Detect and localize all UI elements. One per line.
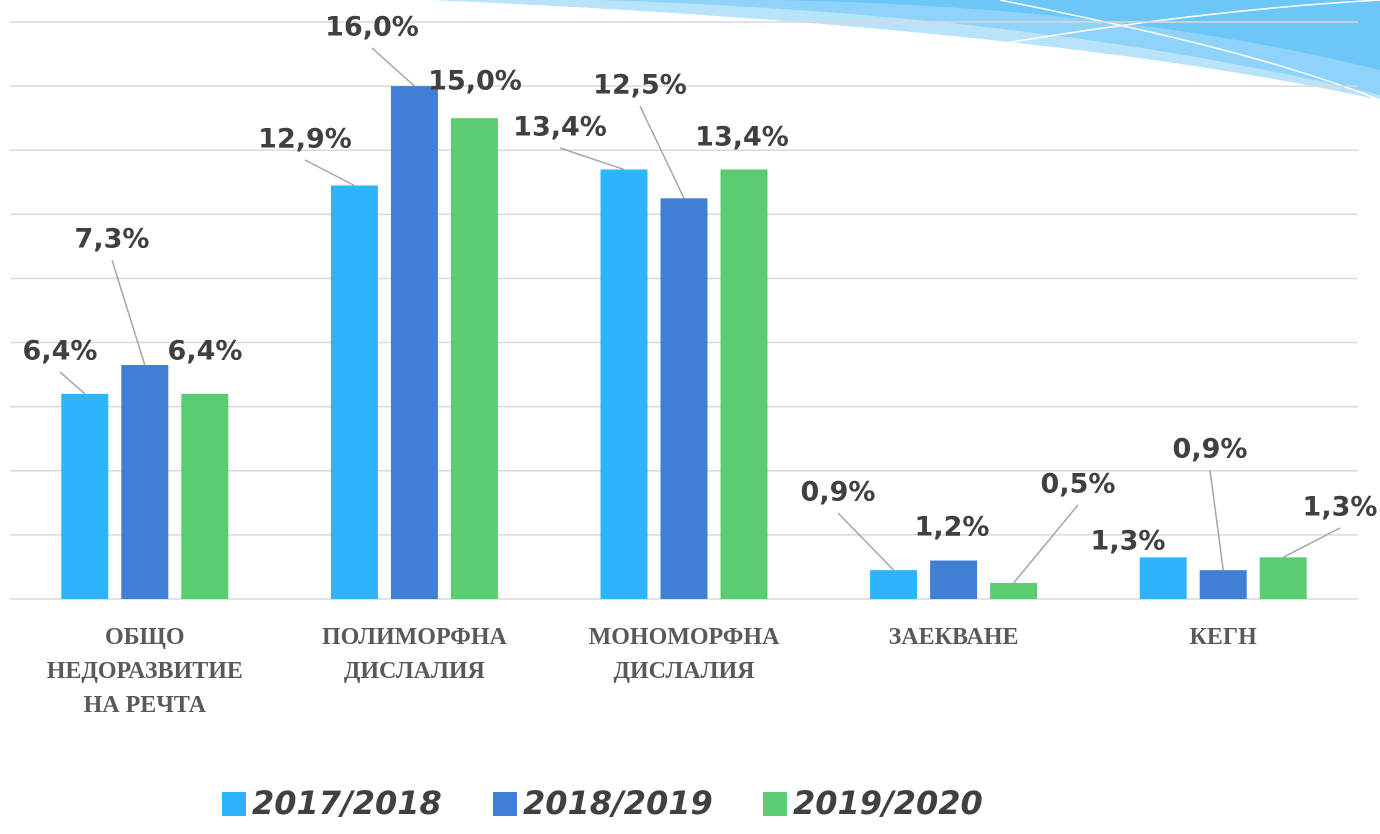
bar (660, 198, 708, 600)
bar (1259, 557, 1307, 599)
value-label: 1,3% (1091, 526, 1166, 557)
value-label: 6,4% (23, 336, 98, 367)
x-tick-label: ПОЛИМОРФНА ДИСЛАЛИЯ (321, 624, 507, 684)
legend-label: 2018/2019 (523, 784, 713, 822)
leader-line (1013, 504, 1079, 584)
value-label: 13,4% (695, 122, 789, 153)
leader-line (111, 259, 146, 366)
decoration (430, 0, 1380, 101)
x-tick-label: МОНОМОРФНА ДИСЛАЛИЯ (588, 624, 780, 684)
leader-line (59, 371, 86, 395)
leader-line (837, 512, 895, 571)
value-label: 0,9% (1173, 434, 1248, 465)
value-label: 12,9% (258, 124, 352, 155)
value-label: 12,5% (593, 70, 687, 101)
leader-line (304, 159, 355, 187)
legend-swatch (493, 792, 517, 816)
bar (600, 169, 648, 599)
bar (930, 560, 978, 599)
x-tick-label: КЕГН (1189, 624, 1257, 650)
value-label: 13,4% (513, 112, 607, 143)
leader-line (639, 105, 685, 199)
legend-label: 2019/2020 (793, 784, 983, 822)
bar (61, 393, 109, 599)
bar (450, 118, 498, 600)
bar (1199, 570, 1247, 599)
bar (121, 364, 169, 599)
value-label: 0,5% (1041, 469, 1116, 500)
bar (390, 86, 438, 600)
value-label: 1,3% (1303, 492, 1378, 523)
bar (181, 393, 229, 599)
bar (720, 169, 768, 599)
leader-line (371, 47, 415, 87)
legend-label: 2017/2018 (252, 784, 442, 822)
x-tick-label: ЗАЕКВАНЕ (888, 624, 1019, 650)
bar (990, 582, 1038, 599)
bar (330, 185, 378, 599)
legend-swatch (763, 792, 787, 816)
bar (870, 570, 918, 599)
x-tick-label: ОБЩО НЕДОРАЗВИТИЕ НА РЕЧТА (46, 624, 243, 718)
value-label: 15,0% (428, 66, 522, 97)
value-label: 1,2% (915, 512, 990, 543)
leader-line (1282, 527, 1341, 558)
value-label: 6,4% (168, 336, 243, 367)
bar (1139, 557, 1187, 599)
leader-line (1209, 469, 1224, 571)
value-label: 16,0% (325, 12, 419, 43)
value-label: 0,9% (801, 477, 876, 508)
legend-swatch (222, 792, 246, 816)
leader-line (559, 147, 625, 171)
value-label: 7,3% (75, 224, 150, 255)
